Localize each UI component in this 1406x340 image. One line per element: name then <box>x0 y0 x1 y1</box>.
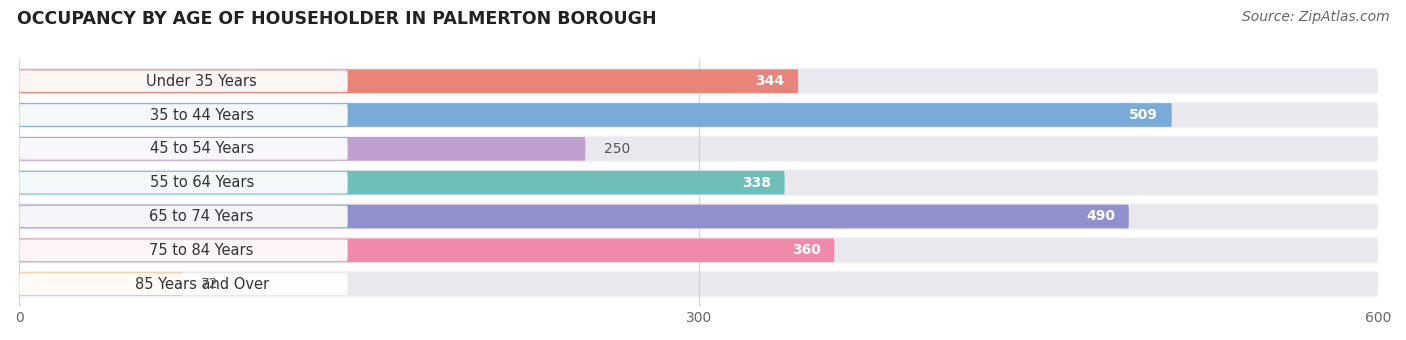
Text: 338: 338 <box>742 176 770 190</box>
FancyBboxPatch shape <box>20 273 347 295</box>
FancyBboxPatch shape <box>20 136 1378 162</box>
FancyBboxPatch shape <box>20 238 1378 262</box>
Text: 65 to 74 Years: 65 to 74 Years <box>149 209 254 224</box>
FancyBboxPatch shape <box>20 237 1378 264</box>
FancyBboxPatch shape <box>20 272 183 296</box>
FancyBboxPatch shape <box>20 239 347 261</box>
Text: 360: 360 <box>792 243 821 257</box>
FancyBboxPatch shape <box>20 205 1129 228</box>
Text: Under 35 Years: Under 35 Years <box>146 74 257 89</box>
Text: 490: 490 <box>1087 209 1115 223</box>
FancyBboxPatch shape <box>20 103 1171 127</box>
Text: 75 to 84 Years: 75 to 84 Years <box>149 243 254 258</box>
FancyBboxPatch shape <box>20 104 347 126</box>
Text: 45 to 54 Years: 45 to 54 Years <box>149 141 253 156</box>
FancyBboxPatch shape <box>20 206 347 227</box>
FancyBboxPatch shape <box>20 169 1378 196</box>
Text: 72: 72 <box>201 277 218 291</box>
FancyBboxPatch shape <box>20 138 347 160</box>
FancyBboxPatch shape <box>20 272 1378 296</box>
FancyBboxPatch shape <box>20 70 347 92</box>
FancyBboxPatch shape <box>20 137 1378 161</box>
Text: 344: 344 <box>755 74 785 88</box>
FancyBboxPatch shape <box>20 238 834 262</box>
FancyBboxPatch shape <box>20 271 1378 298</box>
FancyBboxPatch shape <box>20 69 799 93</box>
Text: OCCUPANCY BY AGE OF HOUSEHOLDER IN PALMERTON BOROUGH: OCCUPANCY BY AGE OF HOUSEHOLDER IN PALME… <box>17 10 657 28</box>
FancyBboxPatch shape <box>20 68 1378 95</box>
Text: 55 to 64 Years: 55 to 64 Years <box>149 175 253 190</box>
FancyBboxPatch shape <box>20 172 347 193</box>
Text: 509: 509 <box>1129 108 1159 122</box>
Text: 250: 250 <box>603 142 630 156</box>
FancyBboxPatch shape <box>20 103 1378 127</box>
FancyBboxPatch shape <box>20 203 1378 230</box>
FancyBboxPatch shape <box>20 69 1378 93</box>
Text: 35 to 44 Years: 35 to 44 Years <box>149 107 253 122</box>
FancyBboxPatch shape <box>20 171 1378 194</box>
FancyBboxPatch shape <box>20 102 1378 128</box>
FancyBboxPatch shape <box>20 137 585 161</box>
Text: 85 Years and Over: 85 Years and Over <box>135 277 269 292</box>
Text: Source: ZipAtlas.com: Source: ZipAtlas.com <box>1241 10 1389 24</box>
FancyBboxPatch shape <box>20 205 1378 228</box>
FancyBboxPatch shape <box>20 171 785 194</box>
